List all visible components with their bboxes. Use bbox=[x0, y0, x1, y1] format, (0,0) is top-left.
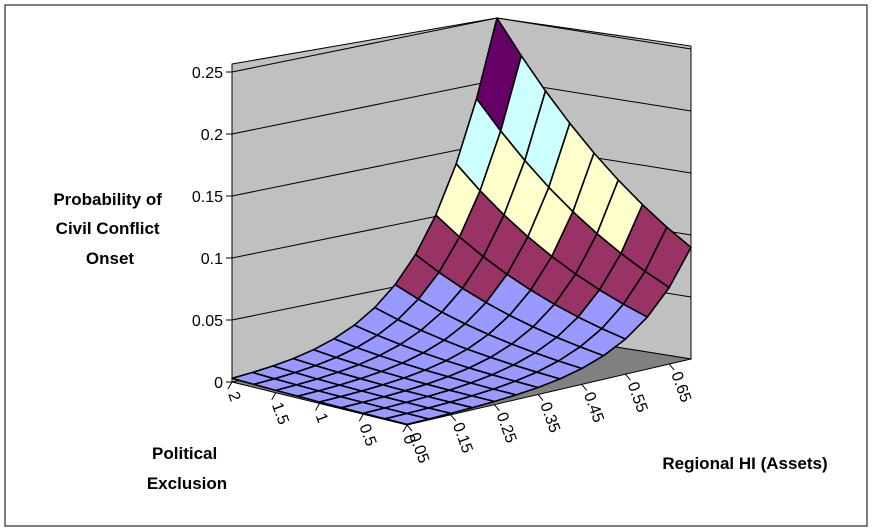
surface-cell bbox=[384, 412, 430, 426]
z-axis-title-line-1: Probability of bbox=[53, 190, 162, 209]
z-tick-label: 0.15 bbox=[192, 189, 223, 206]
z-tick-label: 0.25 bbox=[192, 65, 223, 82]
x-tick-mark bbox=[450, 414, 457, 422]
z-gridline bbox=[231, 79, 498, 135]
floor-edge bbox=[406, 358, 692, 426]
x-tick-mark bbox=[494, 404, 500, 412]
z-tick-label: 0.2 bbox=[201, 127, 223, 144]
x-axis-title: Regional HI (Assets) bbox=[662, 454, 827, 473]
z-tick-label: 0.1 bbox=[201, 251, 223, 268]
z-axis-title-line-3: Onset bbox=[86, 249, 135, 268]
y-axis-title-line-1: Political bbox=[152, 444, 217, 463]
y-tick-mark bbox=[315, 403, 320, 411]
x-tick-mark bbox=[537, 394, 544, 401]
y-tick-label: 1.5 bbox=[268, 400, 292, 427]
x-tick-mark bbox=[625, 373, 631, 381]
z-gridline bbox=[231, 17, 498, 73]
z-tick-label: 0.05 bbox=[192, 313, 223, 330]
y-tick-mark bbox=[271, 392, 277, 400]
x-tick-mark bbox=[668, 363, 675, 371]
z-tick-label: 0 bbox=[214, 375, 223, 392]
z-gridline bbox=[496, 17, 692, 50]
z-axis-title: Probability of Civil Conflict Onset bbox=[53, 190, 166, 268]
y-tick-mark bbox=[358, 414, 364, 422]
surface-mesh bbox=[231, 17, 692, 426]
y-tick-mark bbox=[227, 381, 233, 390]
y-tick-label: 0.5 bbox=[355, 422, 379, 449]
y-axis-title: Political Exclusion bbox=[147, 444, 227, 493]
x-tick-mark bbox=[581, 384, 588, 391]
z-axis-ticks: 0 0.05 0.1 0.15 0.2 0.25 bbox=[192, 65, 232, 392]
y-tick-mark bbox=[402, 424, 408, 433]
x-tick-mark bbox=[406, 424, 413, 432]
y-axis-title-line-2: Exclusion bbox=[147, 474, 227, 493]
z-axis-title-line-2: Civil Conflict bbox=[56, 219, 160, 238]
z-gridline bbox=[231, 141, 498, 197]
